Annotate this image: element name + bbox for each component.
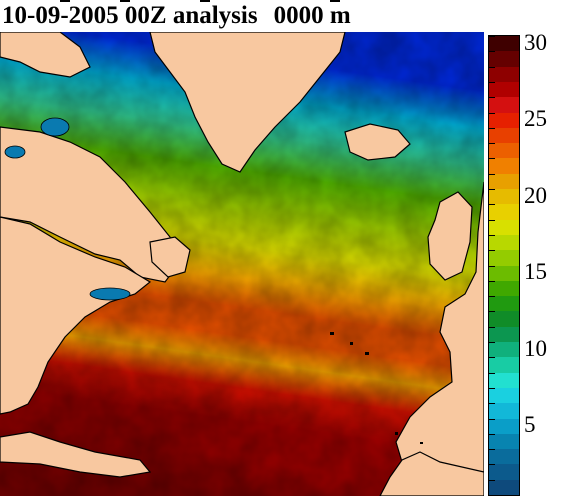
colorbar-tick — [489, 127, 495, 129]
baffin-island — [0, 32, 91, 78]
colorbar-label-20: 20 — [524, 182, 547, 208]
temperature-colorbar — [488, 35, 520, 496]
colorbar-swatch — [489, 36, 519, 52]
colorbar-swatch — [489, 97, 519, 114]
colorbar-swatch — [489, 204, 519, 221]
colorbar-tick — [489, 403, 495, 405]
colorbar-swatch — [489, 403, 519, 420]
colorbar-swatch — [489, 219, 519, 236]
colorbar-tick — [489, 112, 495, 114]
colorbar-swatch — [489, 127, 519, 144]
north-america-east — [0, 216, 152, 415]
british-isles — [427, 191, 473, 281]
colorbar-swatch — [489, 51, 519, 68]
colorbar-label-5: 5 — [524, 412, 536, 438]
colorbar-tick — [489, 143, 495, 145]
greenland — [149, 32, 346, 173]
colorbar-tick — [489, 280, 495, 282]
colorbar-swatch — [489, 280, 519, 297]
colorbar-swatch — [489, 234, 519, 251]
colorbar-tick — [489, 234, 495, 236]
colorbar-swatch — [489, 296, 519, 312]
iceland — [344, 123, 411, 161]
colorbar-tick — [489, 36, 495, 37]
colorbar-tick — [489, 97, 495, 99]
colorbar-tick — [489, 66, 495, 68]
colorbar-tick — [489, 204, 495, 206]
colorbar-swatch — [489, 173, 519, 190]
colorbar-tick — [489, 449, 495, 451]
colorbar-swatch — [489, 357, 519, 374]
sea-surface-temperature-map — [0, 32, 484, 496]
colorbar-swatch — [489, 479, 519, 495]
colorbar-labels: 30 25 20 15 10 5 — [524, 0, 568, 496]
colorbar-tick — [489, 51, 495, 53]
cuba-antilles — [0, 431, 152, 478]
colorbar-swatch — [489, 418, 519, 435]
colorbar-swatch — [489, 265, 519, 282]
colorbar-swatch — [489, 158, 519, 175]
analysis-cycle: 00Z analysis — [124, 2, 258, 29]
colorbar-swatch — [489, 449, 519, 465]
colorbar-swatch — [489, 189, 519, 205]
colorbar-swatch — [489, 311, 519, 328]
colorbar-tick — [489, 479, 495, 481]
colorbar-swatch — [489, 464, 519, 481]
colorbar-tick — [489, 311, 495, 313]
colorbar-tick — [489, 357, 495, 359]
islands — [330, 332, 423, 444]
clipped-title-line — [0, 0, 568, 4]
colorbar-tick — [489, 372, 495, 374]
colorbar-tick — [489, 81, 495, 83]
colorbar-tick — [489, 189, 495, 190]
colorbar-swatch — [489, 387, 519, 404]
colorbar-swatch — [489, 326, 519, 343]
colorbar-label-25: 25 — [524, 106, 547, 132]
colorbar-swatch — [489, 372, 519, 389]
colorbar-label-10: 10 — [524, 335, 547, 361]
africa-west — [379, 451, 484, 496]
colorbar-tick — [489, 387, 495, 389]
colorbar-tick — [489, 326, 495, 328]
colorbar-tick — [489, 250, 495, 252]
colorbar-tick — [489, 418, 495, 420]
analysis-depth: 0000 m — [273, 2, 351, 29]
colorbar-tick — [489, 296, 495, 298]
colorbar-swatch — [489, 143, 519, 159]
colorbar-swatch — [489, 250, 519, 267]
colorbar-tick — [489, 265, 495, 267]
landmasses — [0, 32, 484, 496]
lakes — [4, 117, 131, 301]
analysis-date: 10-09-2005 — [2, 2, 119, 29]
map-title: 10-09-2005 00Z analysis 0000 m — [2, 2, 351, 30]
colorbar-tick — [489, 219, 495, 221]
colorbar-tick — [489, 158, 495, 160]
colorbar-tick — [489, 342, 495, 343]
colorbar-tick — [489, 173, 495, 175]
colorbar-label-15: 15 — [524, 259, 547, 285]
colorbar-label-30: 30 — [524, 29, 547, 55]
colorbar-swatch — [489, 66, 519, 83]
colorbar-swatch — [489, 112, 519, 129]
colorbar-tick — [489, 464, 495, 466]
colorbar-tick — [489, 433, 495, 435]
newfoundland — [149, 236, 191, 278]
colorbar-swatch — [489, 433, 519, 450]
colorbar-swatch — [489, 342, 519, 358]
colorbar-swatch — [489, 81, 519, 98]
